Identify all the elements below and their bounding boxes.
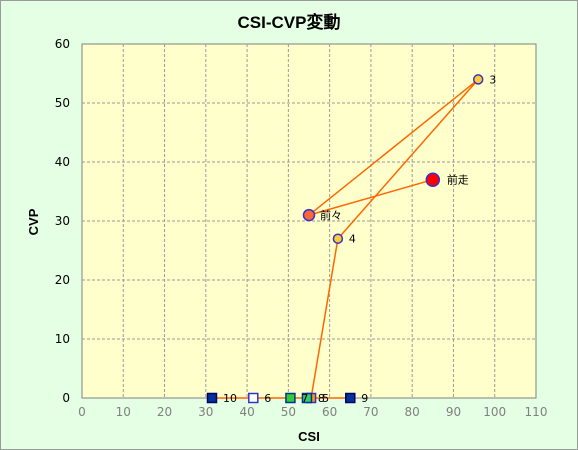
x-tick-label: 90 [446,405,461,419]
y-tick-label: 60 [55,37,70,51]
grid [82,44,536,398]
point-label: 3 [489,73,496,86]
x-tick-label: 0 [78,405,86,419]
x-axis-title: CSI [298,429,320,444]
x-tick-label: 80 [405,405,420,419]
point-marker [332,233,344,244]
point-label: 10 [223,392,237,405]
y-tick-label: 40 [55,155,70,169]
x-tick-label: 20 [157,405,172,419]
chart-title: CSI-CVP変動 [238,12,341,32]
point-marker [472,74,484,85]
point-marker [345,392,356,404]
y-tick-label: 30 [55,214,70,228]
x-tick-label: 70 [363,405,378,419]
x-tick-label: 60 [322,405,337,419]
markers [206,74,484,404]
y-tick-label: 20 [55,273,70,287]
point-marker [301,392,313,404]
point-marker [248,392,259,404]
point-marker [302,208,316,222]
point-label: 前走 [447,173,469,187]
x-tick-label: 110 [525,405,548,419]
point-marker [425,172,441,187]
y-tick-label: 10 [55,332,70,346]
point-label: 4 [349,233,356,246]
y-axis-title: CVP [26,208,41,235]
x-tick-label: 30 [198,405,213,419]
point-label: 6 [264,392,271,405]
point-label: 前々 [320,208,342,222]
point-marker [285,392,296,404]
x-tick-label: 40 [239,405,254,419]
x-tick-label: 100 [483,405,506,419]
point-label: 9 [361,392,368,405]
point-label: 5 [322,392,329,405]
point-marker [206,392,218,404]
tick-labels: 0 10 20 30 40 50 60 70 80 90 100 110 0 10 20 30 40 50 60 [55,37,548,419]
y-tick-label: 50 [55,96,70,110]
y-tick-label: 0 [62,391,70,405]
x-tick-label: 50 [281,405,296,419]
x-tick-label: 10 [116,405,131,419]
point-label: 8 [318,392,325,405]
point-label: 7 [301,392,308,405]
